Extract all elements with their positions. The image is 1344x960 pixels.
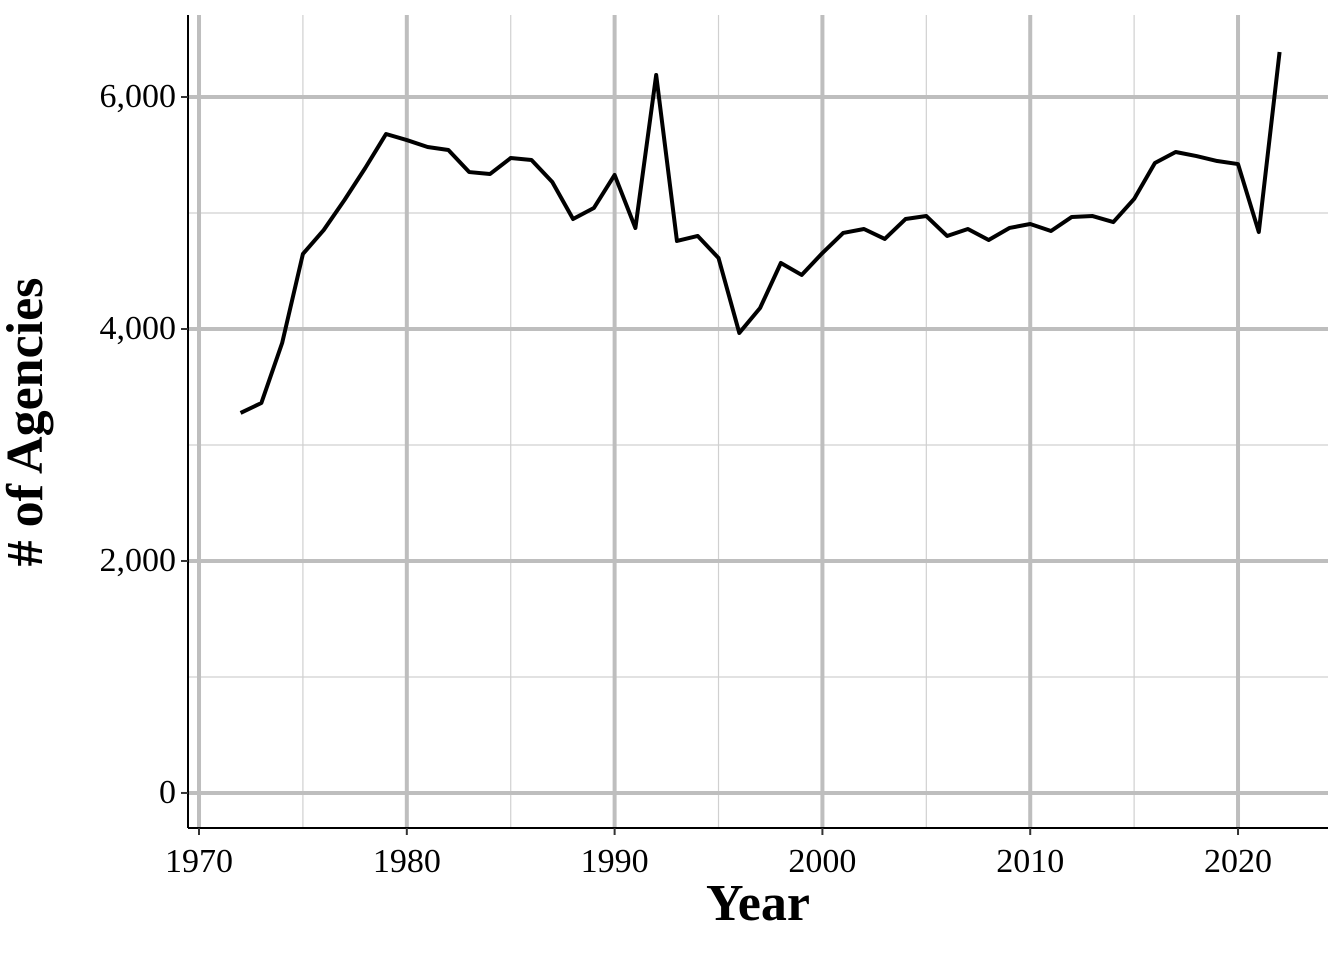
y-tick-label: 4,000 xyxy=(100,310,177,347)
x-tick-label: 1990 xyxy=(581,843,649,880)
y-tick-label: 0 xyxy=(159,774,176,811)
y-tick-label: 6,000 xyxy=(100,78,177,115)
grid xyxy=(188,15,1328,828)
x-tick-label: 2000 xyxy=(788,843,856,880)
x-tick-label: 1980 xyxy=(373,843,441,880)
y-axis-title: # of Agencies xyxy=(0,278,54,567)
marks xyxy=(239,51,1282,415)
line xyxy=(239,51,1282,415)
x-tick-label: 1970 xyxy=(165,843,233,880)
x-tick-label: 2010 xyxy=(996,843,1064,880)
x-axis-title: Year xyxy=(706,875,810,932)
y-tick-label: 2,000 xyxy=(100,542,177,579)
x-tick-label: 2020 xyxy=(1204,843,1272,880)
